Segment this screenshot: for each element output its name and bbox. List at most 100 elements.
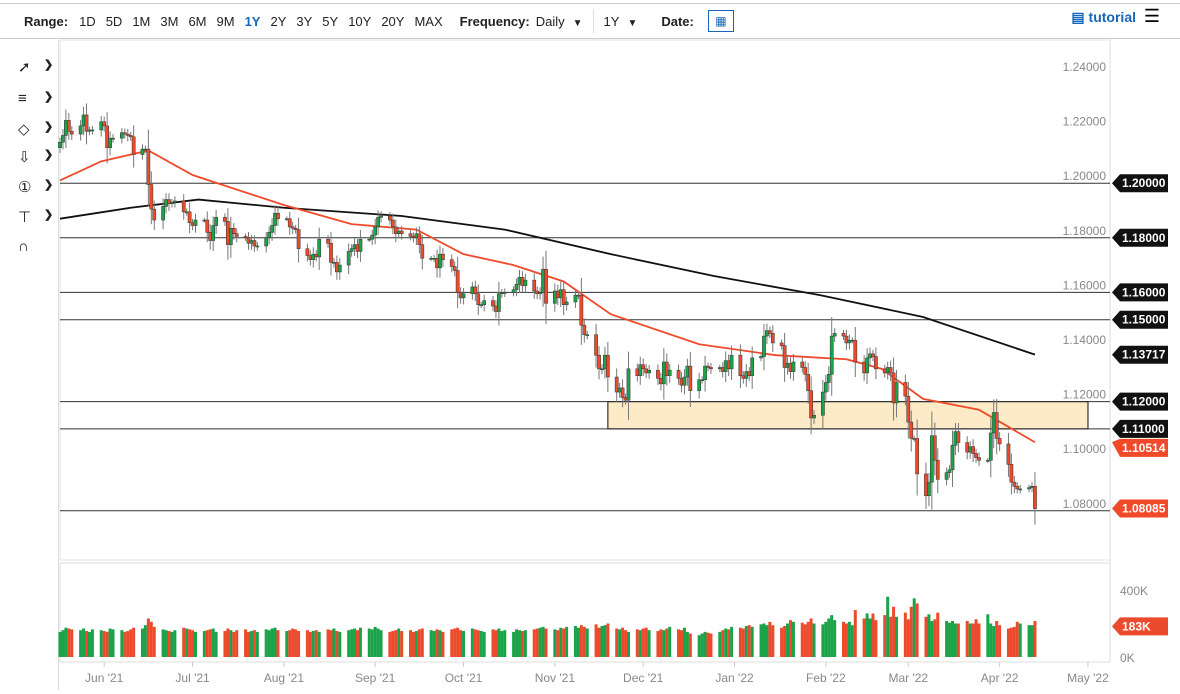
range-6m[interactable]: 6M <box>188 13 207 29</box>
volume-bar <box>503 630 507 657</box>
volume-bar <box>647 630 651 657</box>
shape-tool-icon[interactable]: ◇ ❯ <box>18 121 54 138</box>
period-dropdown[interactable]: 1Y ▼ <box>604 14 638 29</box>
candle-up <box>930 435 934 483</box>
range-3m[interactable]: 3M <box>160 13 179 29</box>
volume-bar <box>573 626 577 657</box>
volume-bar <box>680 630 684 657</box>
price-tag-label: 1.13717 <box>1122 348 1166 362</box>
candle-up <box>1030 485 1034 488</box>
drawing-toolbar: ➚ ❯ ≡ ❯ ◇ ❯ ⇩ ❯ ① ❯ ⊤ ❯ ∩ <box>0 40 59 690</box>
volume-bar <box>105 631 109 657</box>
chevron-down-icon: ▼ <box>627 17 638 29</box>
candle-down <box>520 277 525 286</box>
tutorial-link[interactable]: ▤ tutorial <box>1071 9 1136 26</box>
volume-bar <box>721 630 725 657</box>
volume-bar <box>311 631 315 657</box>
volume-bar <box>989 623 993 657</box>
candle-up <box>564 301 569 305</box>
volume-bar <box>606 623 610 657</box>
candle-down <box>190 222 195 226</box>
x-tick-label: May '22 <box>1067 671 1109 685</box>
price-tag-label: 1.20000 <box>1122 176 1166 190</box>
range-20y[interactable]: 20Y <box>381 13 405 29</box>
price-tag: 1.20000 <box>1112 174 1168 193</box>
magnet-icon[interactable]: ∩ <box>18 238 29 255</box>
volume-bar <box>235 630 239 657</box>
candle-up <box>850 339 855 342</box>
plot-area <box>59 39 1111 561</box>
range-10y[interactable]: 10Y <box>348 13 372 29</box>
volume-bar <box>264 629 268 657</box>
arrow-down-icon[interactable]: ⇩ ❯ <box>18 149 54 166</box>
candle-up <box>370 234 375 240</box>
volume-bar <box>358 627 362 657</box>
line-tool-icon[interactable]: ➚ ❯ <box>18 59 54 76</box>
candle-up <box>273 212 277 226</box>
candle-down <box>449 259 454 267</box>
volume-bar <box>786 623 790 657</box>
measure-tool-icon[interactable]: ⊤ ❯ <box>18 209 54 226</box>
candle-up <box>723 360 728 372</box>
numbered-marker-icon[interactable]: ① ❯ <box>18 179 54 196</box>
volume-bar <box>205 630 209 657</box>
candle-down <box>635 368 640 376</box>
candle-down <box>994 412 999 439</box>
candle-down <box>335 262 339 273</box>
range-1y[interactable]: 1Y <box>244 13 261 29</box>
range-1m[interactable]: 1M <box>132 13 151 29</box>
volume-bar <box>232 631 236 657</box>
volume-bar <box>129 629 133 657</box>
fibonacci-tool-icon[interactable]: ≡ ❯ <box>18 90 54 107</box>
candle-down <box>181 200 186 213</box>
candle-up <box>170 202 174 204</box>
volume-bar <box>597 627 601 657</box>
volume-bar <box>956 623 960 657</box>
volume-bar <box>191 630 195 657</box>
volume-bar <box>494 630 498 657</box>
range-5d[interactable]: 5D <box>105 13 123 29</box>
range-1d[interactable]: 1D <box>79 13 96 29</box>
candle-down <box>579 294 584 326</box>
volume-bar <box>414 631 418 657</box>
volume-bar <box>388 631 392 657</box>
candle-up <box>603 354 607 370</box>
candle-down <box>726 360 731 370</box>
range-3y[interactable]: 3Y <box>296 13 313 29</box>
volume-bar <box>214 631 218 657</box>
volume-bar <box>909 606 913 657</box>
candle-up <box>164 199 168 207</box>
volume-bar <box>326 629 330 657</box>
range-5y[interactable]: 5Y <box>322 13 339 29</box>
volume-bar <box>709 633 713 657</box>
candle-up <box>184 211 189 214</box>
candle-down <box>779 342 784 346</box>
candle-up <box>346 251 351 266</box>
hamburger-menu-icon[interactable]: ☰ <box>1143 6 1160 26</box>
volume-bar <box>906 619 910 657</box>
candle-down <box>167 199 171 204</box>
calendar-icon[interactable]: ▦ <box>707 10 734 32</box>
candle-down <box>1006 443 1011 465</box>
price-tag: 1.16000 <box>1112 283 1168 302</box>
volume-bar <box>641 628 645 657</box>
volume-bar <box>332 628 336 657</box>
volume-bar <box>523 630 527 657</box>
volume-bar <box>152 626 156 657</box>
candle-down <box>974 453 978 458</box>
range-9m[interactable]: 9M <box>216 13 235 29</box>
range-max[interactable]: MAX <box>414 13 443 29</box>
candle-down <box>997 438 1002 445</box>
range-2y[interactable]: 2Y <box>270 13 287 29</box>
volume-bar <box>267 630 271 657</box>
range-label: Range: <box>24 13 69 29</box>
candle-down <box>231 227 236 234</box>
frequency-dropdown[interactable]: Daily ▼ <box>536 14 583 29</box>
candle-up <box>552 290 557 304</box>
volume-bar <box>535 628 539 657</box>
candle-down <box>131 136 136 155</box>
volume-bar <box>768 621 772 657</box>
volume-bar <box>842 621 846 657</box>
candle-up <box>249 240 254 244</box>
